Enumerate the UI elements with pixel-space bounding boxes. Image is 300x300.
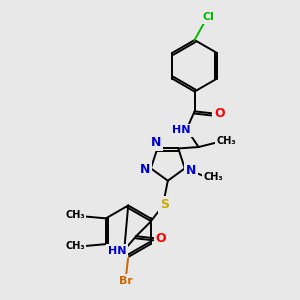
Text: N: N [140, 163, 150, 176]
Text: CH₃: CH₃ [65, 210, 85, 220]
Text: O: O [156, 232, 166, 245]
Text: Cl: Cl [202, 12, 214, 22]
Text: Br: Br [119, 276, 133, 286]
Text: N: N [151, 136, 161, 149]
Text: S: S [160, 198, 169, 211]
Text: CH₃: CH₃ [204, 172, 223, 182]
Text: CH₃: CH₃ [217, 136, 236, 146]
Text: O: O [214, 107, 225, 120]
Text: CH₃: CH₃ [65, 241, 85, 251]
Text: HN: HN [172, 125, 191, 135]
Text: HN: HN [108, 246, 127, 256]
Text: N: N [186, 164, 196, 177]
